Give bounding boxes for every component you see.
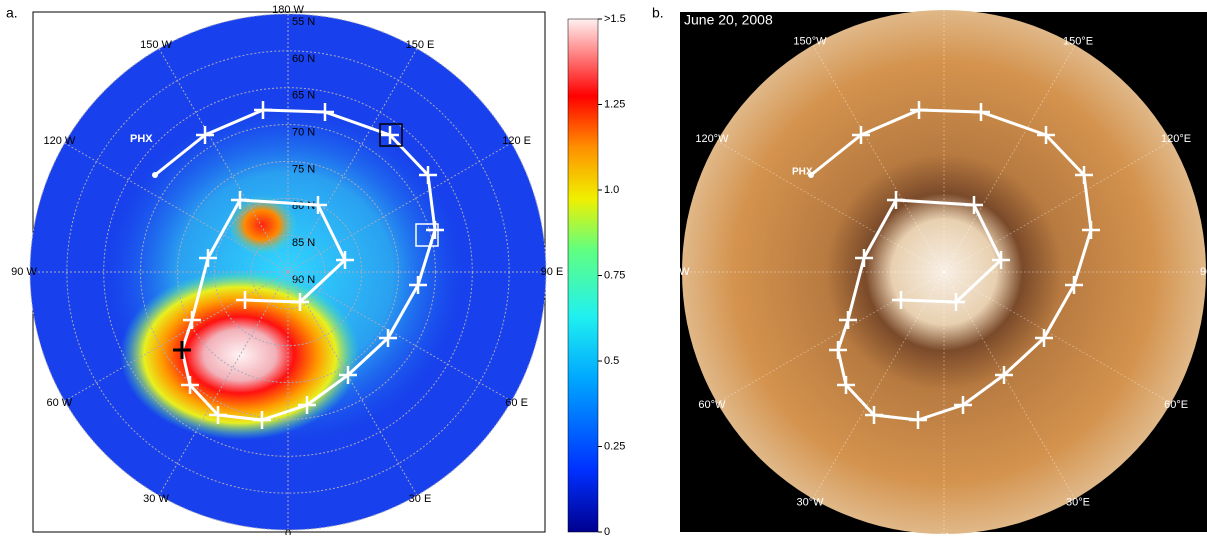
- date-label: June 20, 2008: [684, 12, 773, 28]
- longitude-label: 30 W: [143, 493, 169, 505]
- panel-label: a.: [6, 5, 18, 21]
- site-dot: [152, 172, 158, 178]
- longitude-label: 120°E: [1161, 133, 1191, 145]
- longitude-label: 30°W: [796, 496, 824, 508]
- colorbar-label: 0: [604, 526, 610, 535]
- hot-spot: [120, 270, 360, 440]
- colorbar-label: 1.0: [604, 184, 619, 196]
- colorbar-label: >1.5: [604, 13, 626, 25]
- longitude-label: 90°W: [662, 266, 690, 278]
- colorbar-label: 0.75: [604, 269, 625, 281]
- longitude-label: 150 W: [140, 39, 172, 51]
- longitude-label: 60°W: [698, 399, 726, 411]
- longitude-label: 120 W: [43, 135, 75, 147]
- longitude-label: 60°E: [1164, 399, 1188, 411]
- latitude-label: 60 N: [292, 53, 315, 65]
- latitude-label: 70 N: [292, 126, 315, 138]
- colorbar: [568, 19, 598, 532]
- longitude-label: 90 E: [541, 266, 564, 278]
- panel-label: b.: [652, 5, 664, 21]
- longitude-label: 60 E: [505, 397, 528, 409]
- longitude-label: 150°E: [1063, 36, 1093, 48]
- longitude-label: 60 W: [47, 397, 73, 409]
- longitude-label: 90 W: [11, 266, 37, 278]
- latitude-label: 85 N: [292, 237, 315, 249]
- longitude-label: 180 W: [272, 4, 304, 16]
- latitude-label: 90 N: [292, 274, 315, 286]
- longitude-label: 150 E: [406, 39, 435, 51]
- colorbar-label: 1.25: [604, 98, 625, 110]
- longitude-label: 30 E: [409, 493, 432, 505]
- longitude-label: 150°W: [793, 36, 827, 48]
- latitude-label: 55 N: [292, 16, 315, 28]
- site-dot: [808, 172, 814, 178]
- latitude-label: 65 N: [292, 90, 315, 102]
- longitude-label: 120 E: [502, 135, 531, 147]
- figure: a. 55 N60 N65 N70 N75 N80 N85 N90 N180 W…: [0, 0, 1207, 535]
- site-label: PHX: [130, 133, 153, 145]
- longitude-label: 180°W: [927, 0, 961, 12]
- longitude-label: 0: [285, 528, 291, 535]
- colorbar-label: 0.5: [604, 355, 619, 367]
- longitude-label: 120°W: [695, 133, 729, 145]
- longitude-label: 30°E: [1066, 496, 1090, 508]
- longitude-label: 90°E: [1200, 266, 1207, 278]
- colorbar-label: 0.25: [604, 440, 625, 452]
- latitude-label: 75 N: [292, 163, 315, 175]
